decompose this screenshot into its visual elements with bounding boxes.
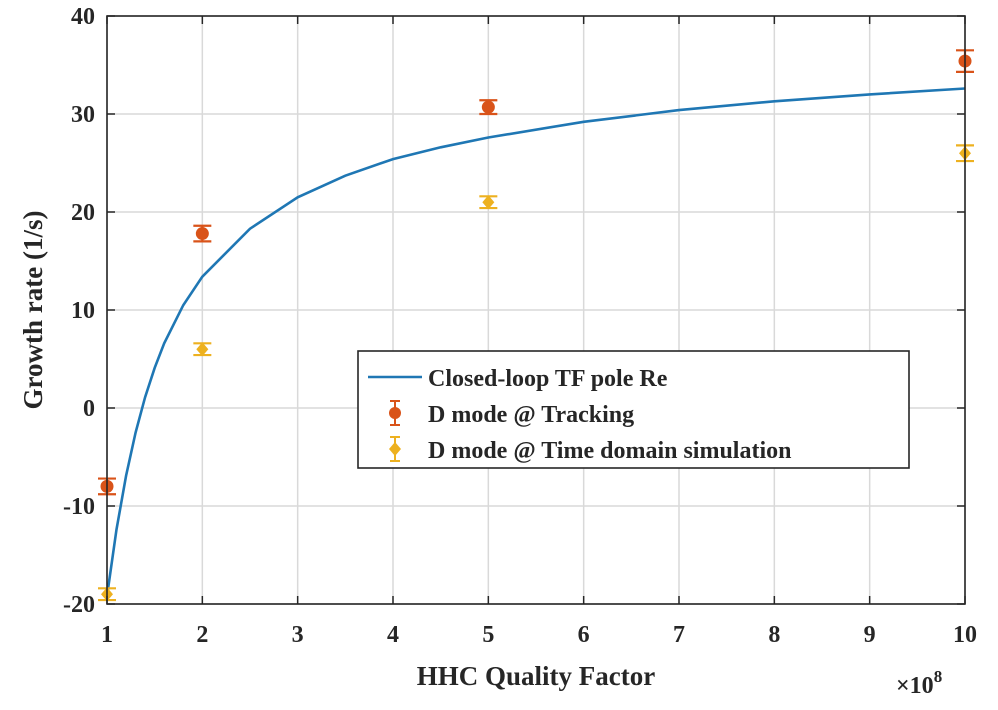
grid-lines: [106, 15, 966, 605]
x-tick-label: 10: [953, 622, 977, 648]
legend: Closed-loop TF pole Re D mode @ Tracking D…: [357, 350, 910, 469]
x-axis-multiplier-base: ×10: [896, 673, 934, 699]
series-line-path: [105, 87, 966, 597]
y-tick-label: 0: [83, 396, 95, 422]
legend-marker: [389, 407, 401, 419]
data-point: [481, 100, 495, 114]
y-tick-label: 10: [71, 298, 95, 324]
legend-marker: [389, 442, 401, 456]
x-tick-label: 3: [292, 622, 304, 648]
x-tick-label: 6: [578, 622, 590, 648]
x-tick-label: 4: [387, 622, 399, 648]
x-axis-label: HHC Quality Factor: [417, 661, 655, 691]
y-tick-label: 20: [71, 200, 95, 226]
x-axis-multiplier: ×108: [896, 667, 942, 699]
series-closed-loop-line: [105, 87, 966, 597]
legend-box: [357, 350, 910, 469]
data-point: [482, 195, 495, 210]
y-tick-label: 40: [71, 4, 95, 30]
x-tick-label: 2: [196, 622, 208, 648]
x-tick-label: 5: [482, 622, 494, 648]
axis-ticks: 1 2 3 4 5 6 7 8 9 10 -20 -10 0 10 20 30 40: [63, 4, 977, 648]
y-tick-label: 30: [71, 102, 95, 128]
legend-label: D mode @ Tracking: [428, 402, 634, 428]
x-tick-label: 8: [768, 622, 780, 648]
x-axis-multiplier-exponent: 8: [934, 667, 943, 686]
legend-label: Closed-loop TF pole Re: [428, 366, 668, 392]
y-axis-label: Growth rate (1/s): [18, 211, 48, 410]
data-point: [195, 227, 209, 241]
x-tick-label: 1: [101, 622, 113, 648]
y-tick-label: -10: [63, 494, 95, 520]
x-tick-label: 9: [864, 622, 876, 648]
series-markers: [98, 49, 974, 602]
legend-label: D mode @ Time domain simulation: [428, 438, 791, 464]
y-tick-label: -20: [63, 592, 95, 618]
x-tick-label: 7: [673, 622, 685, 648]
data-point: [196, 342, 209, 357]
